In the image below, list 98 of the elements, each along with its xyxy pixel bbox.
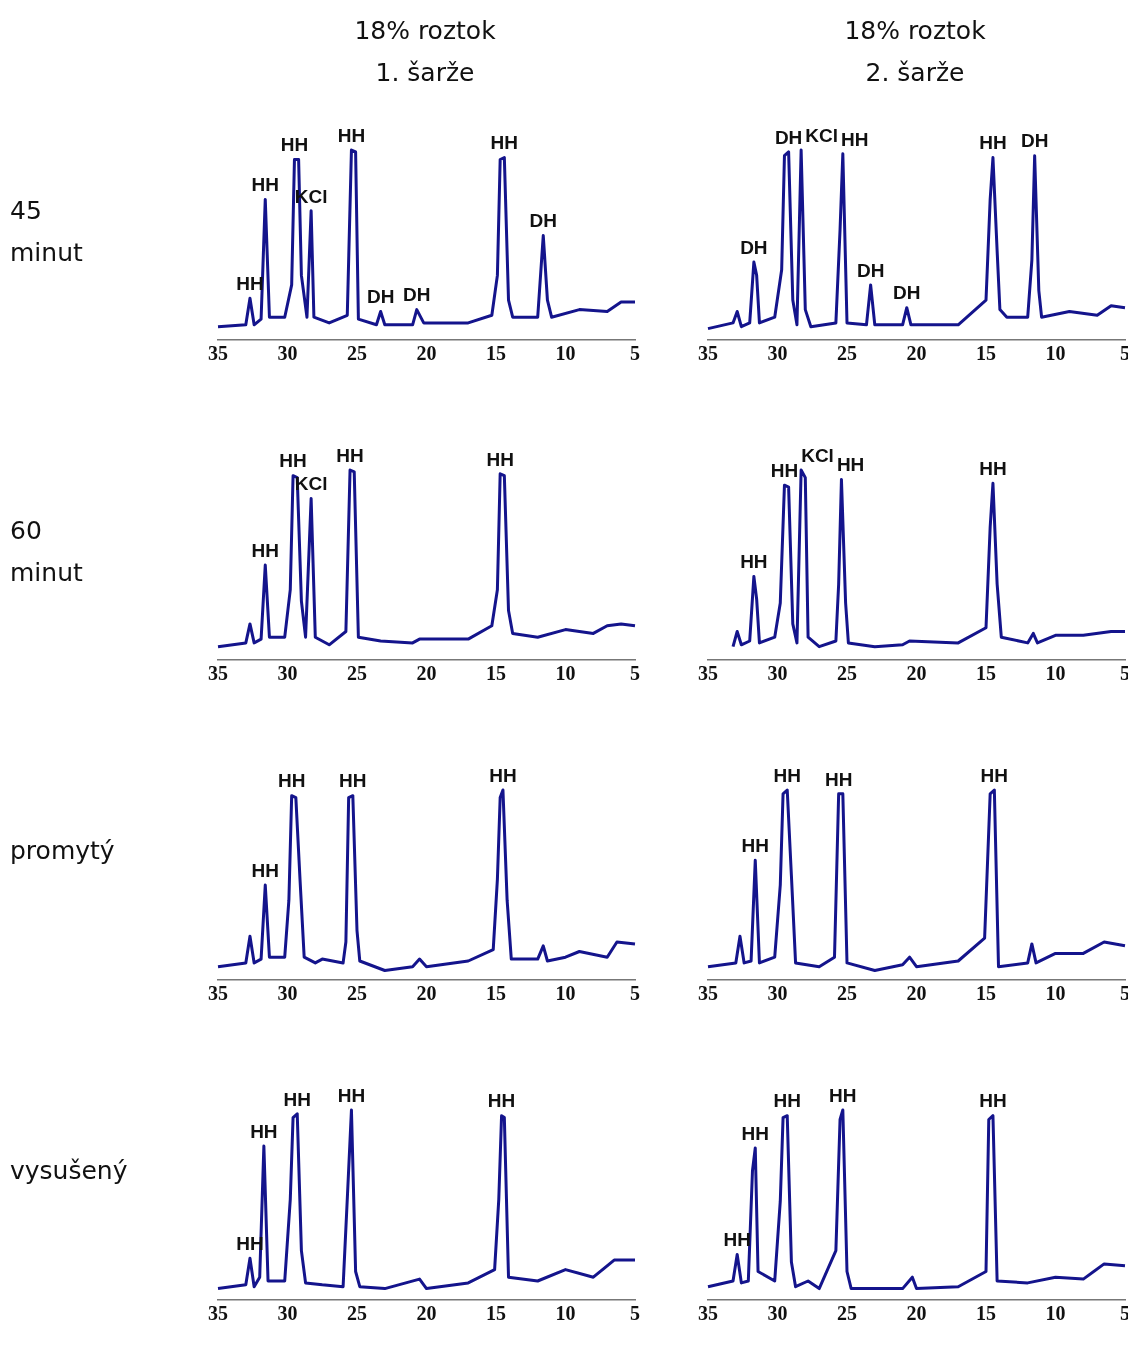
annotation: HH [773, 764, 801, 786]
annotation: DH [774, 126, 803, 148]
x-tick-label: 20 [416, 982, 437, 1005]
annotation: HH [741, 835, 769, 857]
annotation: DH [1020, 130, 1049, 152]
x-tick-label: 30 [277, 1302, 298, 1325]
x-tick-label: 20 [906, 1302, 927, 1325]
annotation: HH [824, 768, 853, 790]
annotation: HH [337, 124, 366, 146]
x-tick-label: 25 [347, 982, 367, 1005]
x-tick-label: 30 [277, 342, 298, 365]
x-tick-label: 25 [347, 662, 367, 685]
annotation: DH [529, 210, 557, 232]
x-tick-label: 35 [208, 662, 228, 685]
annotation: HH [979, 132, 1007, 154]
annotation: HH [486, 448, 514, 470]
annotation: HH [490, 132, 519, 154]
x-tick-label: 15 [486, 662, 506, 685]
annotation: HH [979, 458, 1007, 480]
x-tick-label: 10 [1045, 1302, 1066, 1325]
annotation: HH [337, 1084, 366, 1106]
annotation: HH [251, 859, 279, 881]
x-tick-label: 10 [1045, 342, 1066, 365]
y-axis-title: 60 minut [10, 515, 83, 589]
annotation: HH [836, 454, 865, 476]
x-tick-label: 15 [976, 982, 996, 1005]
x-tick-label: 35 [208, 982, 228, 1005]
x-tick-label: 15 [486, 1302, 506, 1325]
x-tick-label: 30 [767, 662, 788, 685]
x-tick-label: 30 [277, 662, 298, 685]
annotation: KCl [801, 444, 834, 466]
annotation: HH [740, 551, 768, 573]
annotation: HH [277, 770, 306, 792]
x-tick-label: 10 [555, 1302, 576, 1325]
annotation: HH [979, 1090, 1007, 1112]
x-tick-label: 20 [416, 342, 437, 365]
annotation: HH [251, 539, 279, 561]
x-tick-label: 5 [630, 342, 640, 365]
annotation: HH [489, 764, 517, 786]
annotation: HH [251, 174, 279, 196]
x-tick-label: 10 [1045, 982, 1066, 1005]
annotation: HH [250, 1120, 278, 1142]
x-tick-label: 20 [416, 1302, 437, 1325]
annotation: KCl [805, 124, 839, 146]
x-tick-label: 35 [208, 1302, 228, 1325]
annotation: HH [283, 1088, 311, 1110]
x-tick-label: 30 [767, 982, 788, 1005]
annotation: DH [740, 236, 768, 258]
y-axis-title: 45 minut [10, 195, 83, 269]
x-tick-label: 10 [555, 982, 576, 1005]
x-tick-label: 20 [906, 982, 927, 1005]
annotation: HH [487, 1090, 516, 1112]
x-tick-label: 20 [906, 342, 927, 365]
annotation: DH [366, 286, 395, 308]
y-axis-title: vysušený [10, 1155, 128, 1187]
x-tick-label: 30 [767, 1302, 788, 1325]
x-tick-label: 35 [698, 982, 718, 1005]
x-tick-label: 25 [347, 1302, 367, 1325]
x-tick-label: 25 [837, 662, 857, 685]
x-tick-label: 35 [698, 1302, 718, 1325]
annotation: HH [829, 1084, 857, 1106]
annotation: DH [893, 282, 921, 304]
x-tick-label: 35 [698, 662, 718, 685]
annotation: HH [980, 764, 1009, 786]
x-tick-label: 10 [555, 342, 576, 365]
annotation: HH [770, 459, 799, 481]
x-tick-label: 35 [698, 342, 718, 365]
chart-title: 18% roztok 1. šarže [353, 15, 497, 89]
annotation: HH [279, 450, 307, 472]
x-tick-label: 35 [208, 342, 228, 365]
annotation: HH [280, 134, 309, 156]
x-tick-label: 25 [837, 1302, 857, 1325]
x-tick-label: 25 [837, 982, 857, 1005]
x-tick-label: 15 [976, 1302, 996, 1325]
x-tick-label: 15 [976, 662, 996, 685]
x-tick-label: 15 [976, 342, 996, 365]
x-tick-label: 10 [555, 662, 576, 685]
x-tick-label: 5 [630, 1302, 640, 1325]
annotation: HH [773, 1090, 801, 1112]
annotation: DH [856, 259, 885, 281]
x-tick-label: 25 [837, 342, 857, 365]
x-tick-label: 20 [906, 662, 927, 685]
annotation: HH [339, 770, 367, 792]
annotation: HH [336, 444, 364, 466]
x-tick-label: 30 [277, 982, 298, 1005]
y-axis-title: promytý [10, 835, 115, 867]
annotation: HH [841, 128, 869, 150]
x-tick-label: 5 [630, 662, 640, 685]
x-tick-label: 30 [767, 342, 788, 365]
x-tick-label: 20 [416, 662, 437, 685]
x-tick-label: 25 [347, 342, 367, 365]
annotation: HH [741, 1122, 769, 1144]
x-tick-label: 10 [1045, 662, 1066, 685]
x-tick-label: 5 [630, 982, 640, 1005]
x-tick-label: 15 [486, 342, 506, 365]
annotation: DH [403, 284, 431, 306]
x-tick-label: 15 [486, 982, 506, 1005]
chart-title: 18% roztok 2. šarže [843, 15, 987, 89]
